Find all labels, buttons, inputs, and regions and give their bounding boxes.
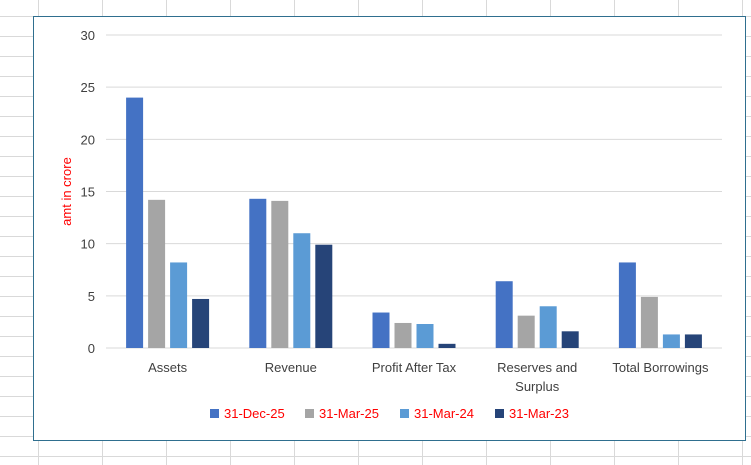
bar (618, 262, 636, 348)
y-tick-label: 15 (81, 185, 95, 200)
bar (640, 296, 658, 348)
bar (315, 244, 333, 348)
y-tick-label: 5 (88, 289, 95, 304)
y-tick-label: 10 (81, 237, 95, 252)
legend-swatch (210, 409, 219, 418)
y-tick-label: 25 (81, 80, 95, 95)
bar (684, 334, 702, 348)
y-tick-label: 20 (81, 132, 95, 147)
bar (372, 312, 390, 348)
bar (148, 199, 166, 348)
y-axis-label: amt in crore (59, 157, 74, 226)
legend-label: 31-Dec-25 (224, 406, 285, 421)
bar (249, 198, 267, 348)
x-category-label: Total Borrowings (612, 360, 709, 375)
bar (293, 233, 311, 348)
chart-area: 0 5 10 15 20 25 30 amt in crore Assets Revenue Pro… (33, 16, 746, 441)
bar (192, 298, 210, 348)
bar (539, 306, 557, 348)
bar (495, 281, 513, 348)
legend-label: 31-Mar-25 (319, 406, 379, 421)
bar (561, 331, 579, 348)
x-category-label: Assets (148, 360, 188, 375)
legend-label: 31-Mar-23 (509, 406, 569, 421)
bar (662, 334, 680, 348)
bar (271, 200, 289, 348)
bar (517, 315, 535, 348)
bar (438, 343, 456, 348)
bar (170, 262, 188, 348)
x-category-label: Surplus (515, 379, 560, 394)
bar-chart: 0 5 10 15 20 25 30 amt in crore Assets Revenue Pro… (59, 28, 722, 421)
legend-swatch (495, 409, 504, 418)
y-tick-label: 0 (88, 341, 95, 356)
bar (126, 97, 144, 348)
bar (394, 322, 412, 348)
legend-label: 31-Mar-24 (414, 406, 474, 421)
y-tick-label: 30 (81, 28, 95, 43)
x-category-label: Profit After Tax (372, 360, 457, 375)
legend-swatch (305, 409, 314, 418)
bar (416, 324, 434, 348)
legend-swatch (400, 409, 409, 418)
x-category-label: Reserves and (497, 360, 577, 375)
x-category-label: Revenue (265, 360, 317, 375)
